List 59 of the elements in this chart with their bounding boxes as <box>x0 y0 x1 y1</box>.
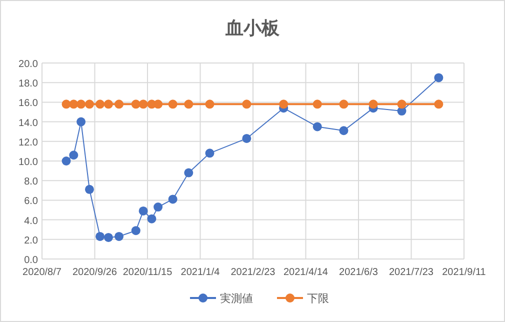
point <box>131 226 140 236</box>
point <box>96 232 105 241</box>
y-tick-label: 18.0 <box>18 78 38 90</box>
point <box>397 100 406 109</box>
point <box>76 100 86 109</box>
y-tick-label: 4.0 <box>24 216 38 227</box>
y-tick-label: 14.0 <box>18 118 38 129</box>
y-tick-label: 0.0 <box>24 255 38 266</box>
point <box>84 100 94 109</box>
x-tick-label: 2020/11/15 <box>122 267 173 278</box>
point <box>242 100 252 109</box>
x-tick-label: 2020/9/26 <box>72 267 118 278</box>
point <box>168 194 178 204</box>
point <box>76 117 86 126</box>
y-tick-label: 16.0 <box>18 98 38 110</box>
point <box>339 126 348 136</box>
point <box>131 100 140 109</box>
point <box>154 100 163 109</box>
point <box>312 122 322 132</box>
title: 血小板 <box>226 18 280 38</box>
point <box>62 156 71 166</box>
y-tick-label: 10.0 <box>18 157 38 168</box>
y-tick-label: 20.0 <box>18 59 38 70</box>
x-tick-label: 2021/7/23 <box>389 267 434 278</box>
point <box>205 148 214 158</box>
point <box>84 184 94 194</box>
point <box>312 100 322 109</box>
point <box>147 214 156 224</box>
point <box>114 232 124 241</box>
x-tick-label: 2021/1/4 <box>180 267 220 278</box>
x-tick-label: 2021/9/11 <box>442 267 486 278</box>
point <box>184 100 194 109</box>
point <box>242 134 252 143</box>
x-tick-label: 2021/6/3 <box>339 267 378 278</box>
legend-label: 実測値 <box>220 292 253 305</box>
point <box>434 100 444 109</box>
point <box>104 232 113 242</box>
point <box>104 100 113 109</box>
point <box>368 100 378 109</box>
legend-label: 下限 <box>307 293 329 305</box>
y-tick-label: 2.0 <box>24 235 38 246</box>
y-tick-label: 6.0 <box>24 196 38 208</box>
point <box>205 100 214 109</box>
point <box>154 202 163 212</box>
point <box>184 168 194 178</box>
point <box>279 100 288 109</box>
x-tick-label: 2021/4/14 <box>284 267 328 278</box>
point <box>96 100 105 109</box>
y-tick-label: 12.0 <box>18 137 38 148</box>
x-tick-label: 2020/8/7 <box>22 267 62 278</box>
y-tick-label: 8.0 <box>24 176 38 188</box>
point <box>339 100 348 109</box>
point <box>138 100 148 109</box>
point <box>69 150 78 160</box>
x-tick-label: 2021/2/23 <box>230 267 276 278</box>
point <box>168 100 178 109</box>
point <box>434 73 444 82</box>
point <box>114 100 124 109</box>
point <box>138 206 148 216</box>
